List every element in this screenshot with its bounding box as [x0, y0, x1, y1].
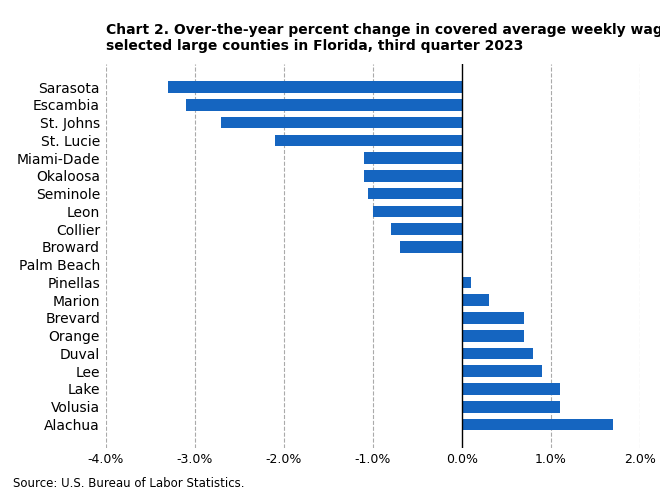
Bar	[462, 294, 488, 306]
Bar	[462, 330, 524, 341]
Bar	[462, 419, 613, 430]
Bar	[462, 277, 471, 288]
Bar	[462, 312, 524, 324]
Text: Chart 2. Over-the-year percent change in covered average weekly wages among
sele: Chart 2. Over-the-year percent change in…	[106, 23, 660, 53]
Bar	[462, 401, 560, 412]
Bar	[462, 366, 542, 377]
Bar	[368, 188, 462, 199]
Bar	[373, 206, 462, 217]
Bar	[462, 348, 533, 359]
Bar	[391, 223, 462, 235]
Text: Source: U.S. Bureau of Labor Statistics.: Source: U.S. Bureau of Labor Statistics.	[13, 477, 245, 490]
Bar	[186, 99, 462, 111]
Bar	[275, 135, 462, 146]
Bar	[168, 81, 462, 93]
Bar	[462, 383, 560, 395]
Bar	[399, 241, 462, 253]
Bar	[364, 170, 462, 182]
Bar	[221, 117, 462, 128]
Bar	[364, 153, 462, 164]
